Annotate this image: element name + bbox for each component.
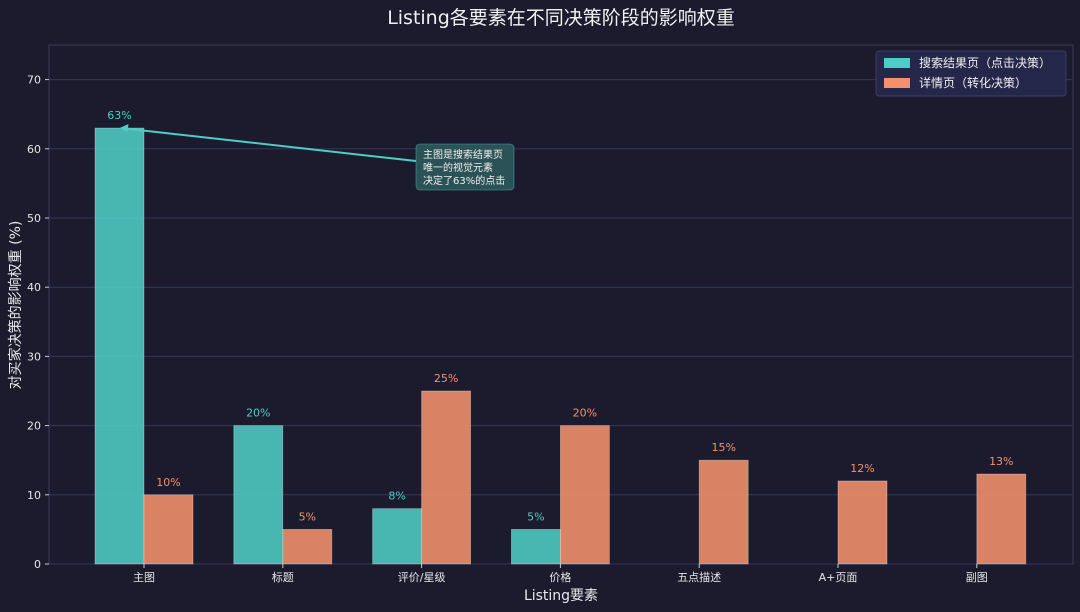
bar-detail [837,480,888,565]
y-tick-label: 0 [34,558,41,571]
bar-search [233,425,284,565]
bar-search [510,529,561,565]
data-label-detail: 10% [156,476,180,489]
y-tick-label: 70 [27,74,41,87]
data-label-detail: 25% [434,372,458,385]
annotation-text-line: 决定了63%的点击 [423,174,505,187]
y-tick-label: 10 [27,489,41,502]
x-tick-label: 主图 [133,571,155,584]
y-tick-label: 30 [27,350,41,363]
y-tick-label: 50 [27,212,41,225]
annotation-text-line: 主图是搜索结果页 [423,148,503,161]
annotation-box [415,143,515,191]
x-tick-label: 副图 [966,571,988,584]
chart-title: Listing各要素在不同决策阶段的影响权重 [387,7,735,29]
data-label-detail: 12% [850,462,874,475]
x-tick-label: 价格 [549,570,571,584]
data-label-detail: 13% [989,455,1013,468]
data-label-detail: 5% [299,510,316,523]
y-tick-label: 60 [27,143,41,156]
bar-detail [143,494,194,565]
data-label-search: 5% [527,510,544,523]
annotation-arrowhead [119,124,129,133]
legend-frame [875,50,1067,97]
y-tick-label: 20 [27,420,41,433]
x-tick-label: 标题 [272,570,294,584]
annotation-arrow [125,127,417,162]
bar-detail [421,390,472,565]
legend-label-search: 搜索结果页（点击决策） [919,55,1051,70]
annotation-text-line: 唯一的视觉元素 [423,161,493,174]
bar-search [94,127,145,565]
data-label-search: 20% [246,407,270,420]
bar-search [372,508,423,565]
legend-label-detail: 详情页（转化决策） [919,75,1027,90]
plot-area: 0 10 20 30 40 50 60 70 主图 标题 评价/星级 价格 五点描述 A+页面 副图 63% 2… [27,44,1074,584]
bar-detail [560,425,610,565]
y-axis-label: 对买家决策的影响权重 (%) [7,221,24,390]
data-label-search: 63% [107,109,131,122]
bar-detail [698,459,749,565]
bar-detail [976,473,1027,565]
data-label-detail: 15% [711,441,735,454]
legend-swatch-search [884,58,910,68]
legend: 搜索结果页（点击决策） 详情页（转化决策） [875,50,1067,97]
x-tick-label: A+页面 [819,571,858,584]
legend-swatch-detail [884,78,910,88]
x-axis-label: Listing要素 [524,588,598,604]
x-tick-label: 五点描述 [677,570,721,584]
data-label-detail: 20% [573,407,597,420]
bar-detail [282,529,333,565]
x-tick-label: 评价/星级 [398,571,446,584]
data-label-search: 8% [388,490,405,503]
y-tick-label: 40 [27,281,41,294]
